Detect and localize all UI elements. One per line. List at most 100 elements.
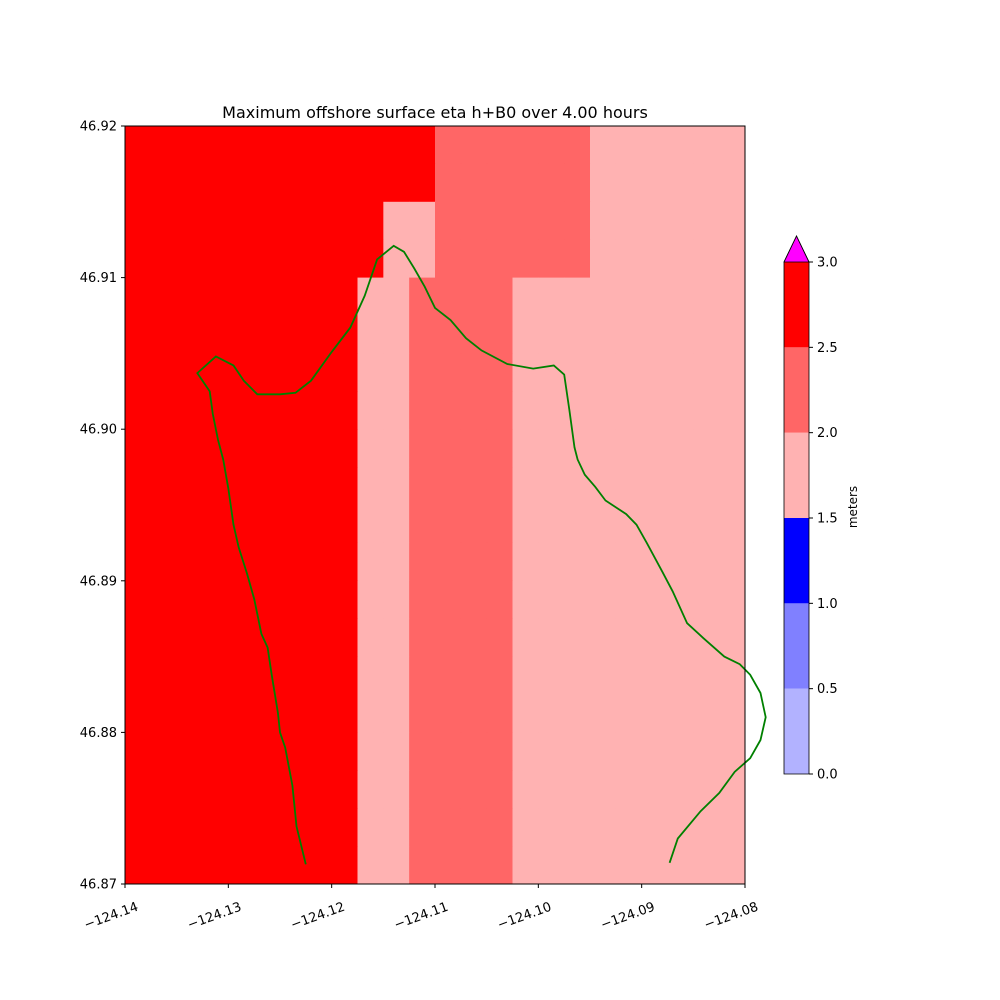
heatmap-cell (564, 505, 591, 544)
heatmap-cell (538, 239, 565, 278)
heatmap-cell (228, 315, 255, 354)
heatmap-cell (538, 542, 565, 582)
heatmap-cell (202, 808, 229, 847)
heatmap-cell (357, 505, 384, 544)
heatmap-cell (409, 580, 436, 620)
heatmap-cell (615, 353, 643, 392)
heatmap-cell (125, 505, 152, 544)
heatmap-cell (538, 429, 565, 468)
heatmap-cell (538, 315, 565, 354)
heatmap-cell (667, 542, 694, 582)
coastline-line (196, 244, 767, 865)
heatmap-cell (615, 846, 643, 885)
heatmap-cell (228, 467, 255, 506)
heatmap-cell (512, 580, 539, 620)
heatmap-cell (538, 391, 565, 430)
heatmap-cell (719, 353, 746, 392)
heatmap-cell (409, 808, 436, 847)
heatmap-cell (641, 732, 668, 771)
heatmap-cell (693, 846, 720, 885)
heatmap-cell (176, 126, 203, 165)
heatmap-cell (486, 618, 513, 657)
heatmap-cell (564, 239, 591, 278)
heatmap-cell (254, 163, 281, 203)
heatmap-cell (719, 808, 746, 847)
heatmap-cell (435, 580, 462, 620)
heatmap-cell (125, 732, 152, 771)
x-tick-label: −124.13 (186, 900, 244, 933)
heatmap-cell (538, 163, 565, 203)
heatmap-cell (357, 732, 384, 771)
heatmap-cell (280, 391, 307, 430)
x-tick-label: −124.11 (392, 900, 450, 933)
heatmap-cell (228, 732, 255, 771)
heatmap-cell (615, 656, 643, 695)
heatmap-cell (564, 732, 591, 771)
colorbar-label: meters (846, 486, 860, 528)
heatmap-cell (254, 770, 281, 809)
heatmap-cell (305, 315, 333, 354)
heatmap-cell (331, 542, 358, 582)
heatmap-cell (719, 315, 746, 354)
heatmap-cell (719, 580, 746, 620)
heatmap-cell (564, 163, 591, 203)
heatmap-cell (150, 618, 178, 657)
heatmap-cell (254, 353, 281, 392)
heatmap-cell (693, 656, 720, 695)
heatmap-cell (176, 505, 203, 544)
heatmap-cell (435, 163, 462, 203)
heatmap-cell (460, 542, 488, 582)
heatmap-cell (641, 429, 668, 468)
heatmap-cell (460, 163, 488, 203)
heatmap-cell (719, 732, 746, 771)
heatmap-cell (512, 277, 539, 316)
heatmap-cell (615, 126, 643, 165)
heatmap-cell (383, 391, 410, 430)
heatmap-cell (202, 580, 229, 620)
heatmap-cell (590, 429, 617, 468)
colorbar-tick-label: 2.5 (817, 341, 838, 356)
heatmap-cell (486, 580, 513, 620)
heatmap-cell (693, 694, 720, 733)
heatmap-cell (176, 770, 203, 809)
heatmap-cell (228, 277, 255, 316)
heatmap-cell (305, 163, 333, 203)
heatmap-cell (641, 467, 668, 506)
heatmap-cell (331, 467, 358, 506)
heatmap-cell (615, 505, 643, 544)
heatmap-cell (383, 656, 410, 695)
heatmap-cell (512, 353, 539, 392)
heatmap-cell (280, 618, 307, 657)
heatmap-cell (409, 656, 436, 695)
colorbar-tick-label: 3.0 (817, 256, 838, 271)
heatmap-cell (305, 201, 333, 241)
heatmap-cell (357, 163, 384, 203)
heatmap-cell (357, 315, 384, 354)
heatmap-cell (615, 277, 643, 316)
colorbar-segment (784, 262, 809, 348)
heatmap-cell (538, 694, 565, 733)
heatmap-cell (486, 770, 513, 809)
heatmap-cell (486, 429, 513, 468)
colorbar-tick-label: 2.0 (817, 426, 838, 441)
heatmap-cell (176, 808, 203, 847)
heatmap-cell (460, 808, 488, 847)
heatmap-cell (383, 239, 410, 278)
heatmap-cell (125, 277, 152, 316)
heatmap-cell (460, 353, 488, 392)
heatmap-cell (460, 201, 488, 241)
heatmap-cell (512, 542, 539, 582)
heatmap-cell (435, 467, 462, 506)
colorbar-tick-label: 0.5 (817, 682, 838, 697)
heatmap-cell (615, 429, 643, 468)
heatmap-cell (125, 239, 152, 278)
heatmap-cell (693, 315, 720, 354)
heatmap-cell (512, 656, 539, 695)
heatmap-cell (202, 770, 229, 809)
heatmap-cell (460, 580, 488, 620)
heatmap-cell (590, 201, 617, 241)
heatmap-cell (409, 163, 436, 203)
heatmap-cell (486, 694, 513, 733)
heatmap-cell (176, 429, 203, 468)
